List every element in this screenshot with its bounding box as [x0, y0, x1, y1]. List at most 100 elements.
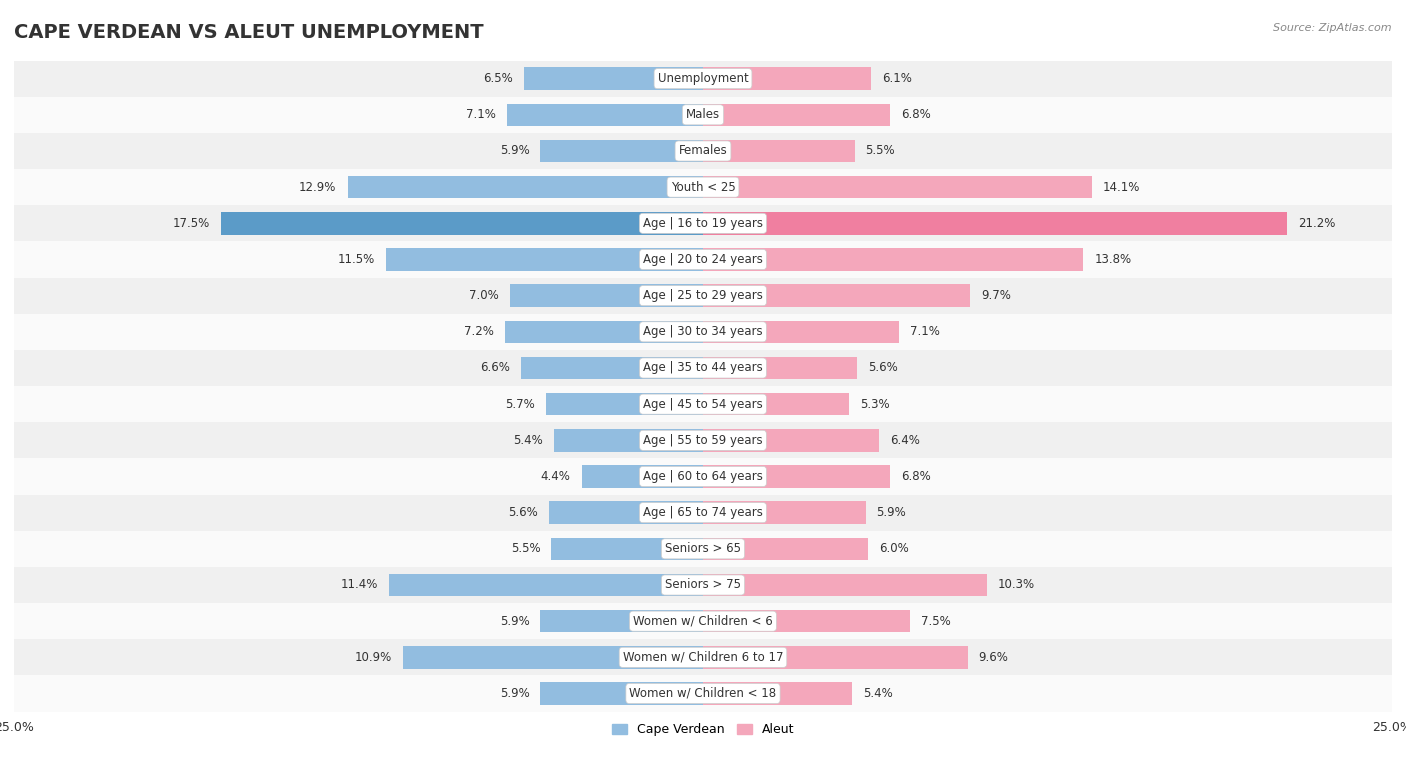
Text: 5.7%: 5.7%	[505, 397, 534, 410]
Text: 7.1%: 7.1%	[467, 108, 496, 121]
Text: Age | 65 to 74 years: Age | 65 to 74 years	[643, 506, 763, 519]
Legend: Cape Verdean, Aleut: Cape Verdean, Aleut	[606, 718, 800, 741]
Text: 5.5%: 5.5%	[866, 145, 896, 157]
Bar	[703, 285, 970, 307]
Bar	[14, 531, 1392, 567]
Bar	[510, 285, 703, 307]
Text: 7.1%: 7.1%	[910, 326, 939, 338]
Text: Source: ZipAtlas.com: Source: ZipAtlas.com	[1274, 23, 1392, 33]
Text: Males: Males	[686, 108, 720, 121]
Text: 13.8%: 13.8%	[1094, 253, 1132, 266]
Bar	[14, 97, 1392, 133]
Bar	[551, 537, 703, 560]
Bar	[703, 321, 898, 343]
Bar	[703, 646, 967, 668]
Text: 10.9%: 10.9%	[354, 651, 392, 664]
Bar	[14, 675, 1392, 712]
Text: Age | 60 to 64 years: Age | 60 to 64 years	[643, 470, 763, 483]
Text: 6.1%: 6.1%	[882, 72, 912, 85]
Text: Seniors > 75: Seniors > 75	[665, 578, 741, 591]
Text: Age | 25 to 29 years: Age | 25 to 29 years	[643, 289, 763, 302]
Text: Women w/ Children < 6: Women w/ Children < 6	[633, 615, 773, 628]
Bar	[347, 176, 703, 198]
Bar	[14, 459, 1392, 494]
Text: 5.9%: 5.9%	[499, 687, 530, 700]
Bar	[703, 466, 890, 488]
Text: 11.5%: 11.5%	[337, 253, 375, 266]
Bar	[703, 212, 1288, 235]
Bar	[703, 248, 1083, 271]
Bar	[402, 646, 703, 668]
Bar	[14, 386, 1392, 422]
Text: 5.9%: 5.9%	[876, 506, 907, 519]
Text: 11.4%: 11.4%	[340, 578, 378, 591]
Bar	[546, 393, 703, 416]
Bar	[14, 313, 1392, 350]
Text: Age | 35 to 44 years: Age | 35 to 44 years	[643, 362, 763, 375]
Text: 5.6%: 5.6%	[508, 506, 537, 519]
Text: Age | 16 to 19 years: Age | 16 to 19 years	[643, 217, 763, 230]
Bar	[14, 422, 1392, 459]
Text: 7.0%: 7.0%	[470, 289, 499, 302]
Text: Women w/ Children 6 to 17: Women w/ Children 6 to 17	[623, 651, 783, 664]
Text: 5.5%: 5.5%	[510, 542, 540, 556]
Text: 12.9%: 12.9%	[299, 181, 336, 194]
Bar	[14, 494, 1392, 531]
Text: Age | 20 to 24 years: Age | 20 to 24 years	[643, 253, 763, 266]
Bar	[524, 67, 703, 90]
Bar	[703, 67, 872, 90]
Text: 6.8%: 6.8%	[901, 108, 931, 121]
Bar	[540, 682, 703, 705]
Bar	[703, 429, 879, 451]
Bar	[703, 682, 852, 705]
Bar	[582, 466, 703, 488]
Bar	[387, 248, 703, 271]
Text: CAPE VERDEAN VS ALEUT UNEMPLOYMENT: CAPE VERDEAN VS ALEUT UNEMPLOYMENT	[14, 23, 484, 42]
Text: 4.4%: 4.4%	[541, 470, 571, 483]
Bar	[221, 212, 703, 235]
Bar	[703, 537, 869, 560]
Bar	[14, 567, 1392, 603]
Bar	[540, 140, 703, 162]
Text: 5.9%: 5.9%	[499, 145, 530, 157]
Text: Seniors > 65: Seniors > 65	[665, 542, 741, 556]
Text: 14.1%: 14.1%	[1102, 181, 1140, 194]
Text: 5.4%: 5.4%	[513, 434, 543, 447]
Bar	[14, 639, 1392, 675]
Bar	[703, 574, 987, 597]
Text: 17.5%: 17.5%	[173, 217, 209, 230]
Bar	[540, 610, 703, 632]
Text: Women w/ Children < 18: Women w/ Children < 18	[630, 687, 776, 700]
Text: 5.3%: 5.3%	[860, 397, 890, 410]
Bar	[554, 429, 703, 451]
Text: Age | 45 to 54 years: Age | 45 to 54 years	[643, 397, 763, 410]
Bar	[703, 357, 858, 379]
Text: Youth < 25: Youth < 25	[671, 181, 735, 194]
Text: 9.7%: 9.7%	[981, 289, 1011, 302]
Text: Unemployment: Unemployment	[658, 72, 748, 85]
Text: 10.3%: 10.3%	[998, 578, 1035, 591]
Text: 6.0%: 6.0%	[879, 542, 910, 556]
Text: 5.9%: 5.9%	[499, 615, 530, 628]
Text: Females: Females	[679, 145, 727, 157]
Text: 21.2%: 21.2%	[1298, 217, 1336, 230]
Bar	[14, 205, 1392, 241]
Bar	[548, 501, 703, 524]
Bar	[14, 61, 1392, 97]
Text: 9.6%: 9.6%	[979, 651, 1008, 664]
Bar	[703, 104, 890, 126]
Bar	[14, 241, 1392, 278]
Text: 7.2%: 7.2%	[464, 326, 494, 338]
Text: 5.4%: 5.4%	[863, 687, 893, 700]
Text: 6.4%: 6.4%	[890, 434, 921, 447]
Bar	[505, 321, 703, 343]
Bar	[522, 357, 703, 379]
Text: Age | 55 to 59 years: Age | 55 to 59 years	[643, 434, 763, 447]
Bar	[14, 169, 1392, 205]
Text: 6.5%: 6.5%	[484, 72, 513, 85]
Bar	[508, 104, 703, 126]
Bar	[14, 350, 1392, 386]
Text: 6.6%: 6.6%	[481, 362, 510, 375]
Text: 7.5%: 7.5%	[921, 615, 950, 628]
Bar	[14, 133, 1392, 169]
